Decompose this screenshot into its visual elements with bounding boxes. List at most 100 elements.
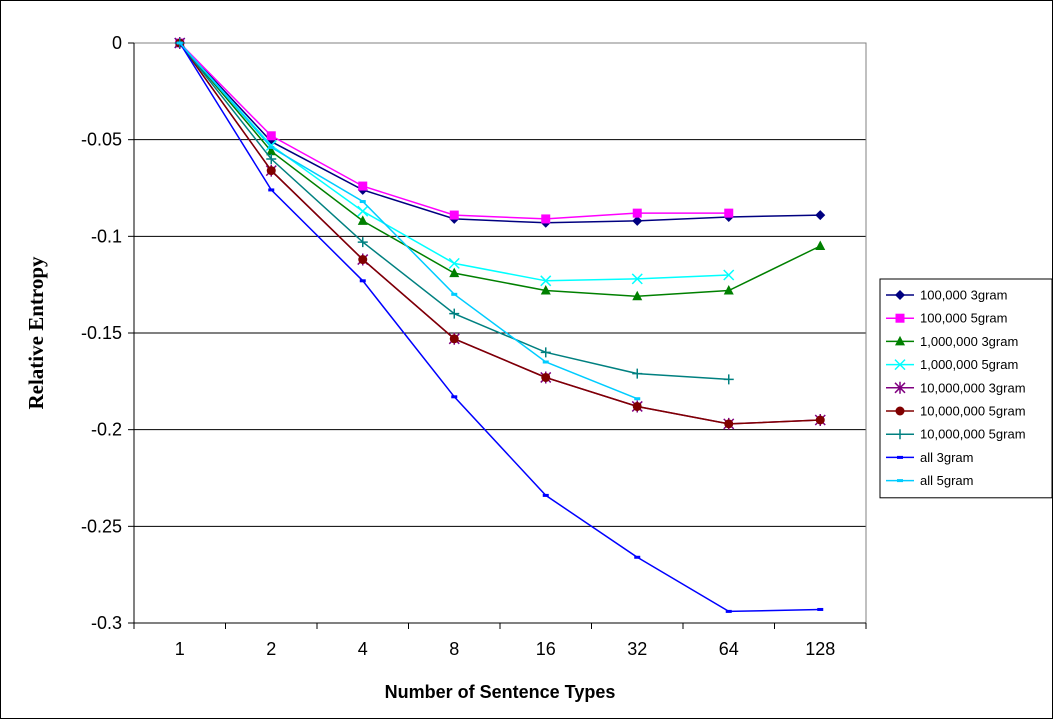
legend: 100,000 3gram 100,000 5gram 1,000,000 3gra…	[879, 278, 1053, 499]
data-point	[542, 493, 549, 497]
data-point	[357, 205, 369, 217]
data-point	[894, 359, 906, 371]
legend-item: 10,000,000 5gram	[886, 404, 1026, 419]
legend-item: all 3gram	[886, 450, 973, 465]
x-tick-label: 32	[627, 639, 647, 659]
data-point	[357, 237, 368, 248]
x-tick-label: 4	[358, 639, 368, 659]
legend-label: 10,000,000 3gram	[920, 380, 1026, 395]
y-tick-label: -0.25	[81, 516, 122, 536]
series-line	[179, 42, 821, 425]
x-tick-labels: 1 2 4 8 16 32 64 128	[133, 623, 867, 659]
data-point	[632, 290, 643, 301]
x-tick-label: 2	[266, 639, 276, 659]
data-point	[894, 381, 906, 394]
legend-item: 1,000,000 5gram	[886, 357, 1018, 372]
data-point	[724, 208, 734, 218]
y-tick-label: -0.3	[91, 613, 122, 633]
series-line	[179, 42, 821, 224]
series-5	[174, 37, 826, 430]
data-point	[723, 284, 734, 295]
data-point	[634, 555, 641, 559]
series-line	[179, 42, 638, 400]
x-tick-label: 1	[175, 639, 185, 659]
data-point	[266, 166, 276, 176]
data-point	[358, 255, 368, 265]
x-tick-label: 64	[719, 639, 739, 659]
data-point	[451, 395, 458, 399]
data-point	[540, 275, 552, 287]
series-line	[179, 42, 821, 613]
data-point	[634, 397, 641, 401]
data-point	[449, 210, 459, 220]
data-point	[266, 154, 277, 164]
data-point	[176, 41, 183, 45]
data-point	[725, 609, 732, 613]
data-point	[540, 347, 551, 358]
data-point	[451, 292, 458, 296]
data-point	[359, 200, 366, 204]
data-point	[268, 145, 275, 149]
data-point	[897, 479, 903, 483]
y-tick-label: -0.1	[91, 226, 122, 246]
legend-item: 10,000,000 5gram	[886, 427, 1026, 442]
data-point	[632, 368, 643, 379]
data-point	[895, 406, 905, 416]
legend-label: 10,000,000 5gram	[920, 427, 1026, 442]
data-point	[895, 429, 905, 440]
legend-item: 100,000 3gram	[886, 288, 1007, 303]
data-point	[895, 335, 905, 346]
legend-label: all 3gram	[920, 450, 973, 465]
data-point	[357, 215, 368, 225]
data-point	[897, 455, 903, 459]
legend-item: 1,000,000 3gram	[886, 334, 1018, 349]
legend-item: 100,000 5gram	[886, 311, 1007, 326]
legend-label: 100,000 5gram	[920, 311, 1007, 326]
data-point	[448, 257, 460, 269]
y-tick-label: -0.05	[81, 130, 122, 150]
series-9	[176, 41, 641, 401]
series-6	[175, 38, 825, 429]
data-point	[268, 188, 275, 192]
data-point	[541, 372, 551, 382]
series-3	[174, 37, 826, 301]
data-point	[895, 290, 905, 300]
series-lines	[174, 37, 826, 613]
x-tick-label: 8	[449, 639, 459, 659]
data-point	[542, 360, 549, 364]
y-tick-label: -0.2	[91, 420, 122, 440]
y-axis-label: Relative Entropy	[24, 256, 48, 410]
data-point	[358, 181, 368, 191]
data-point	[359, 279, 366, 283]
data-point	[449, 334, 459, 344]
legend-label: 1,000,000 3gram	[920, 334, 1018, 349]
data-point	[815, 415, 825, 425]
legend-label: 10,000,000 5gram	[920, 404, 1026, 419]
data-point	[723, 374, 734, 385]
series-line	[179, 42, 821, 298]
legend-label: 100,000 3gram	[920, 288, 1007, 303]
data-point	[815, 240, 826, 250]
series-4	[174, 37, 735, 287]
x-axis-label: Number of Sentence Types	[385, 682, 616, 702]
data-point	[266, 131, 276, 141]
legend-label: all 5gram	[920, 473, 973, 488]
y-tick-label: 0	[112, 33, 122, 53]
data-point	[449, 308, 460, 319]
data-point	[723, 269, 735, 281]
legend-label: 1,000,000 5gram	[920, 357, 1018, 372]
data-point	[632, 215, 643, 226]
data-point	[724, 419, 734, 429]
legend-item: 10,000,000 3gram	[886, 380, 1026, 395]
data-point	[632, 208, 642, 218]
data-point	[817, 607, 824, 611]
data-point	[541, 214, 551, 224]
series-line	[179, 42, 729, 282]
data-point	[815, 210, 826, 221]
series-7	[174, 38, 734, 385]
y-tick-label: -0.15	[81, 323, 122, 343]
x-tick-label: 128	[805, 639, 835, 659]
legend-item: all 5gram	[886, 473, 973, 488]
